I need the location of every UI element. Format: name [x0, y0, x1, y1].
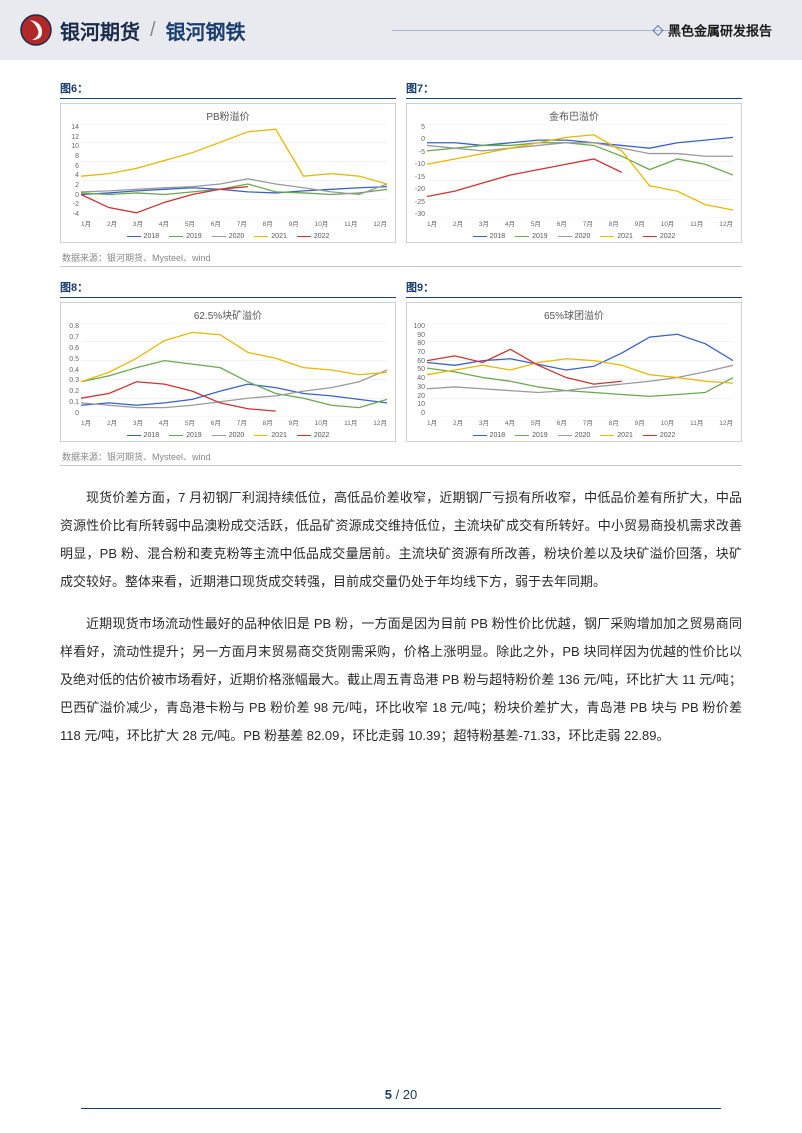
- chart-9-xticks: 1月2月3月4月5月6月7月8月9月10月11月12月: [427, 417, 733, 427]
- chart-6-title: PB粉溢价: [61, 104, 395, 123]
- chart-9-box: 65%球团溢价 1009080706050403020100 1月2月3月4月5…: [406, 302, 742, 442]
- chart-8-svg: [81, 323, 387, 417]
- brand-separator: /: [150, 19, 156, 42]
- source-note-2: 数据来源：银河期货、Mysteel、wind: [60, 446, 742, 466]
- chart-6-label: 图6：: [60, 80, 396, 99]
- chart-9-yticks: 1009080706050403020100: [411, 323, 425, 417]
- footer-rule: [81, 1108, 721, 1109]
- chart-6-legend: 20182019202020212022: [61, 233, 395, 240]
- chart-9-block: 图9： 65%球团溢价 1009080706050403020100 1月2月3…: [406, 279, 742, 442]
- page-sep: /: [392, 1087, 403, 1102]
- chart-8-area: [81, 323, 387, 417]
- chart-row-2: 图8： 62.5%块矿溢价 0.80.70.60.50.40.30.20.10 …: [60, 279, 742, 442]
- chart-8-box: 62.5%块矿溢价 0.80.70.60.50.40.30.20.10 1月2月…: [60, 302, 396, 442]
- chart-6-xticks: 1月2月3月4月5月6月7月8月9月10月11月12月: [81, 218, 387, 228]
- page-total: 20: [403, 1087, 417, 1102]
- chart-7-label: 图7：: [406, 80, 742, 99]
- chart-8-title: 62.5%块矿溢价: [61, 303, 395, 322]
- chart-6-yticks: 14121086420-2-4: [65, 124, 79, 218]
- chart-6-box: PB粉溢价 14121086420-2-4 1月2月3月4月5月6月7月8月9月…: [60, 103, 396, 243]
- chart-9-label: 图9：: [406, 279, 742, 298]
- chart-7-title: 金布巴溢价: [407, 104, 741, 123]
- brand-sub: 银河钢铁: [166, 16, 246, 45]
- diamond-icon: [652, 24, 663, 35]
- page-number: 5 / 20: [385, 1087, 418, 1102]
- chart-6-area: [81, 124, 387, 218]
- source-note-1: 数据来源：银河期货、Mysteel、wind: [60, 247, 742, 267]
- page-current: 5: [385, 1087, 392, 1102]
- chart-9-svg: [427, 323, 733, 417]
- brand-main: 银河期货: [60, 16, 140, 45]
- chart-8-block: 图8： 62.5%块矿溢价 0.80.70.60.50.40.30.20.10 …: [60, 279, 396, 442]
- brand-logo-icon: [20, 14, 52, 46]
- chart-7-svg: [427, 124, 733, 218]
- chart-8-xticks: 1月2月3月4月5月6月7月8月9月10月11月12月: [81, 417, 387, 427]
- paragraph-1: 现货价差方面，7 月初钢厂利润持续低位，高低品价差收窄，近期钢厂亏损有所收窄，中…: [60, 484, 742, 596]
- report-title: 黑色金属研发报告: [668, 21, 772, 40]
- chart-8-legend: 20182019202020212022: [61, 432, 395, 439]
- chart-7-block: 图7： 金布巴溢价 50-5-10-15-20-25-30 1月2月3月4月5月…: [406, 80, 742, 243]
- header-rule: [392, 30, 672, 31]
- chart-8-yticks: 0.80.70.60.50.40.30.20.10: [65, 323, 79, 417]
- chart-7-xticks: 1月2月3月4月5月6月7月8月9月10月11月12月: [427, 218, 733, 228]
- paragraph-2: 近期现货市场流动性最好的品种依旧是 PB 粉，一方面是因为目前 PB 粉性价比优…: [60, 610, 742, 750]
- chart-9-area: [427, 323, 733, 417]
- header-right: 黑色金属研发报告: [654, 21, 772, 40]
- chart-9-title: 65%球团溢价: [407, 303, 741, 322]
- chart-6-svg: [81, 124, 387, 218]
- chart-8-label: 图8：: [60, 279, 396, 298]
- body-text: 现货价差方面，7 月初钢厂利润持续低位，高低品价差收窄，近期钢厂亏损有所收窄，中…: [60, 484, 742, 749]
- chart-9-legend: 20182019202020212022: [407, 432, 741, 439]
- content-area: 图6： PB粉溢价 14121086420-2-4 1月2月3月4月5月6月7月…: [0, 60, 802, 749]
- chart-6-block: 图6： PB粉溢价 14121086420-2-4 1月2月3月4月5月6月7月…: [60, 80, 396, 243]
- page-footer: 5 / 20: [0, 1086, 802, 1109]
- chart-row-1: 图6： PB粉溢价 14121086420-2-4 1月2月3月4月5月6月7月…: [60, 80, 742, 243]
- page-header: 银河期货 / 银河钢铁 黑色金属研发报告: [0, 0, 802, 60]
- chart-7-area: [427, 124, 733, 218]
- chart-7-box: 金布巴溢价 50-5-10-15-20-25-30 1月2月3月4月5月6月7月…: [406, 103, 742, 243]
- chart-7-yticks: 50-5-10-15-20-25-30: [411, 124, 425, 218]
- chart-7-legend: 20182019202020212022: [407, 233, 741, 240]
